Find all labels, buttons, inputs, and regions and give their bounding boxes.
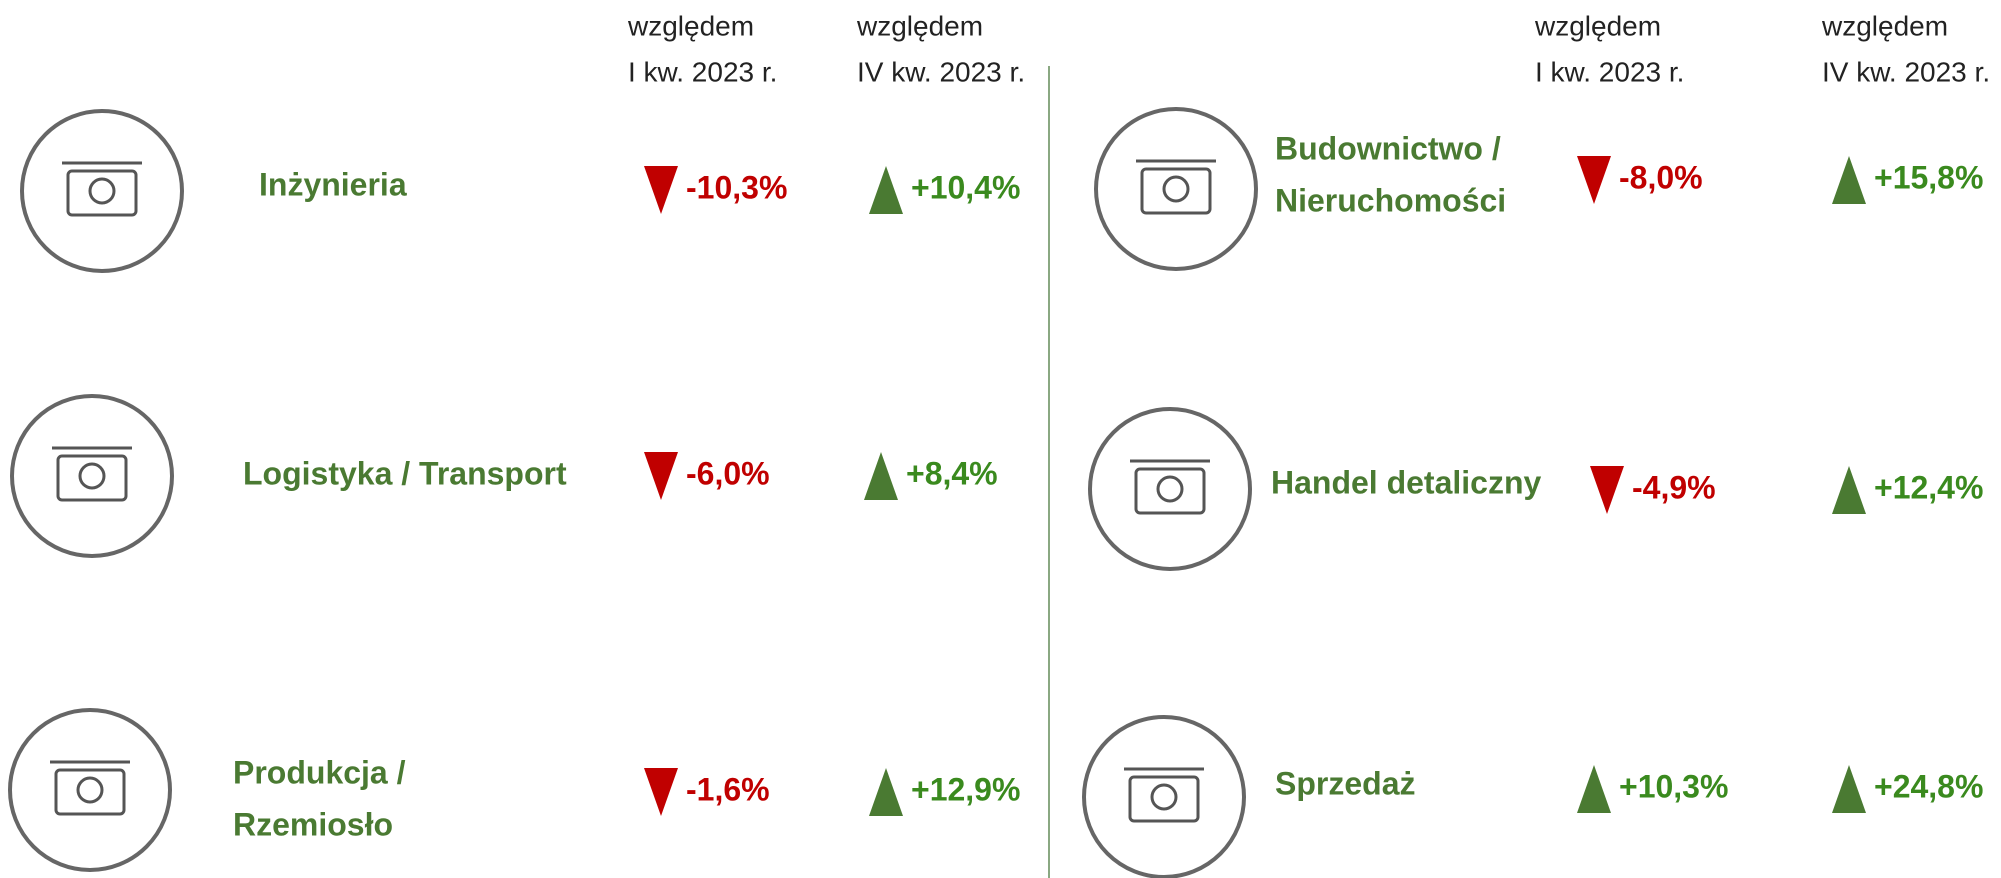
sector-name: Handel detaliczny	[1271, 464, 1542, 500]
trend-arrow	[1590, 466, 1624, 514]
column-header: względem	[1821, 10, 1948, 41]
sector-name: Logistyka / Transport	[243, 455, 567, 491]
column-header: I kw. 2023 r.	[1535, 56, 1684, 87]
sector-name: Rzemiosło	[233, 806, 393, 842]
change-value: +24,8%	[1874, 768, 1983, 804]
change-value: +15,8%	[1874, 159, 1983, 195]
trend-arrow	[644, 166, 678, 214]
change-value: -10,3%	[686, 169, 787, 205]
trend-arrow	[864, 452, 898, 500]
trend-arrow	[1832, 765, 1866, 813]
sector-icon	[1088, 407, 1252, 571]
icon-glyph	[1150, 783, 1178, 811]
column-header: względem	[627, 10, 754, 41]
icon-glyph	[56, 454, 128, 502]
icon-glyph	[1134, 467, 1206, 515]
sector-name: Nieruchomości	[1275, 182, 1506, 218]
trend-arrow	[644, 452, 678, 500]
icon-glyph	[88, 177, 116, 205]
icon-glyph	[1140, 167, 1212, 215]
sector-icon	[20, 109, 184, 273]
icon-glyph	[78, 462, 106, 490]
sector-name: Produkcja /	[233, 754, 406, 790]
icon-circle	[1094, 107, 1258, 271]
icon-circle	[8, 708, 172, 872]
sector-icon	[10, 394, 174, 558]
trend-arrow	[1577, 765, 1611, 813]
sector-icon	[1094, 107, 1258, 271]
trend-arrow	[1577, 156, 1611, 204]
change-value: +8,4%	[906, 455, 998, 491]
change-value: -1,6%	[686, 771, 770, 807]
icon-glyph	[1128, 775, 1200, 823]
icon-glyph	[1156, 475, 1184, 503]
column-header: względem	[856, 10, 983, 41]
column-header: IV kw. 2023 r.	[857, 56, 1025, 87]
trend-arrow	[869, 768, 903, 816]
change-value: -4,9%	[1632, 469, 1716, 505]
sector-icon	[8, 708, 172, 872]
trend-arrow	[869, 166, 903, 214]
icon-glyph	[54, 768, 126, 816]
change-value: +12,9%	[911, 771, 1020, 807]
trend-arrow	[1832, 156, 1866, 204]
change-value: -8,0%	[1619, 159, 1703, 195]
column-header: względem	[1534, 10, 1661, 41]
column-header: IV kw. 2023 r.	[1822, 56, 1990, 87]
change-value: +10,4%	[911, 169, 1020, 205]
icon-glyph	[76, 776, 104, 804]
sector-name: Budownictwo /	[1275, 130, 1501, 166]
icon-circle	[10, 394, 174, 558]
sector-icon	[1082, 715, 1246, 878]
trend-arrow	[644, 768, 678, 816]
change-value: +12,4%	[1874, 469, 1983, 505]
icon-circle	[20, 109, 184, 273]
icon-glyph	[66, 169, 138, 217]
icon-circle	[1088, 407, 1252, 571]
change-value: -6,0%	[686, 455, 770, 491]
change-value: +10,3%	[1619, 768, 1728, 804]
icon-glyph	[1162, 175, 1190, 203]
trend-arrow	[1832, 466, 1866, 514]
column-header: I kw. 2023 r.	[628, 56, 777, 87]
sector-name: Inżynieria	[259, 166, 407, 202]
sector-name: Sprzedaż	[1275, 765, 1415, 801]
icon-circle	[1082, 715, 1246, 878]
